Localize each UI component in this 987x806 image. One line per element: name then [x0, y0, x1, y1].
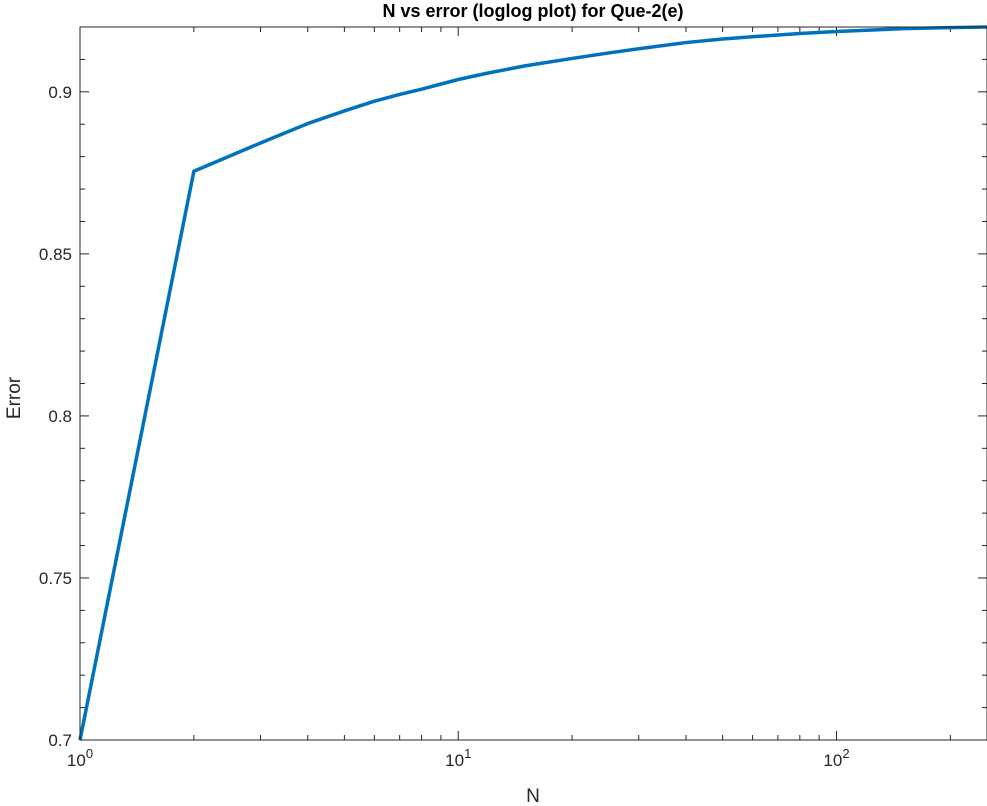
- x-axis-label: N: [526, 786, 540, 806]
- y-tick-label: 0.75: [39, 569, 72, 588]
- plot-area: [80, 27, 987, 740]
- x-tick-label: 102: [823, 746, 849, 770]
- chart-title: N vs error (loglog plot) for Que-2(e): [382, 1, 683, 21]
- tick-labels: 100 101 102 0.7 0.75 0.8 0.85 0.9: [39, 83, 850, 770]
- y-tick-label: 0.8: [48, 407, 72, 426]
- x-tick-label: 100: [67, 746, 93, 770]
- axes-box: [79, 26, 987, 741]
- y-tick-label: 0.85: [39, 245, 72, 264]
- series-line: [78, 25, 987, 741]
- y-axis-label: Error: [4, 376, 25, 419]
- x-tick-label: 101: [445, 746, 471, 770]
- y-tick-label: 0.9: [48, 83, 72, 102]
- y-tick-label: 0.7: [48, 731, 72, 750]
- series-layer: [78, 25, 987, 741]
